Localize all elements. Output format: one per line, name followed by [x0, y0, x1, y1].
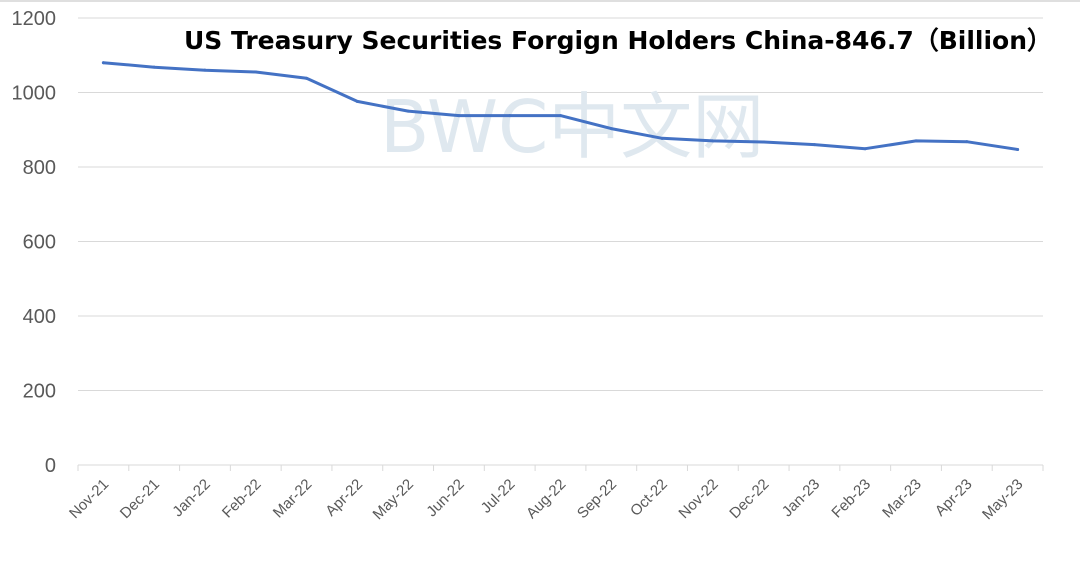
x-tick-label: Nov-22 — [675, 476, 721, 522]
x-tick-label: Mar-23 — [879, 476, 925, 522]
y-tick-label: 1200 — [12, 8, 57, 30]
y-tick-label: 600 — [23, 232, 56, 254]
data-point — [101, 61, 105, 65]
x-tick-label: Jan-23 — [779, 476, 823, 520]
x-tick-label: Aug-22 — [523, 476, 569, 522]
y-tick-label: 800 — [23, 157, 56, 179]
gridlines — [78, 17, 1043, 391]
x-tick-label: Dec-22 — [726, 476, 772, 522]
x-tick-label: Jul-22 — [478, 476, 519, 517]
data-point — [254, 70, 258, 74]
chart-title: US Treasury Securities Forgign Holders C… — [184, 26, 1052, 55]
y-tick-label: 200 — [23, 381, 56, 403]
data-point — [914, 139, 918, 143]
data-point — [660, 136, 664, 140]
y-tick-label: 1000 — [12, 83, 57, 105]
x-tick-label: Nov-21 — [66, 476, 112, 522]
x-axis — [77, 464, 1044, 471]
data-point — [711, 139, 715, 143]
x-tick-label: Apr-22 — [322, 476, 366, 520]
data-point — [812, 143, 816, 147]
x-axis-ticks: Nov-21 Dec-21 Jan-22 Feb-22 Mar-22 Apr-22 May-… — [66, 476, 1026, 523]
x-tick-label: Apr-23 — [932, 476, 976, 520]
data-point — [457, 114, 461, 118]
y-tick-label: 400 — [23, 306, 56, 328]
data-point — [609, 127, 613, 131]
x-tick-label: Mar-22 — [270, 476, 316, 522]
watermark: BWC中文网 — [380, 85, 764, 169]
x-tick-label: Feb-22 — [219, 476, 265, 522]
data-point — [152, 65, 156, 69]
x-tick-label: Sep-22 — [574, 476, 620, 522]
x-tick-label: May-22 — [370, 476, 417, 523]
data-point — [965, 140, 969, 144]
data-point — [863, 147, 867, 151]
x-tick-label: Feb-23 — [828, 476, 874, 522]
data-point — [762, 140, 766, 144]
x-tick-label: Jan-22 — [169, 476, 213, 520]
x-tick-label: May-23 — [979, 476, 1026, 523]
data-point — [305, 76, 309, 80]
data-point — [1016, 147, 1020, 151]
data-point — [559, 114, 562, 118]
x-tick-label: Oct-22 — [627, 476, 671, 520]
x-tick-label: Jun-22 — [423, 476, 467, 520]
x-tick-label: Dec-21 — [117, 476, 163, 522]
data-point — [508, 114, 512, 118]
data-point — [203, 68, 207, 72]
data-point — [406, 109, 410, 113]
y-tick-label: 0 — [45, 455, 56, 477]
series-layer — [101, 61, 1020, 151]
y-axis-ticks: 0 200 400 600 800 1000 1200 — [12, 8, 57, 477]
data-point — [355, 99, 359, 103]
